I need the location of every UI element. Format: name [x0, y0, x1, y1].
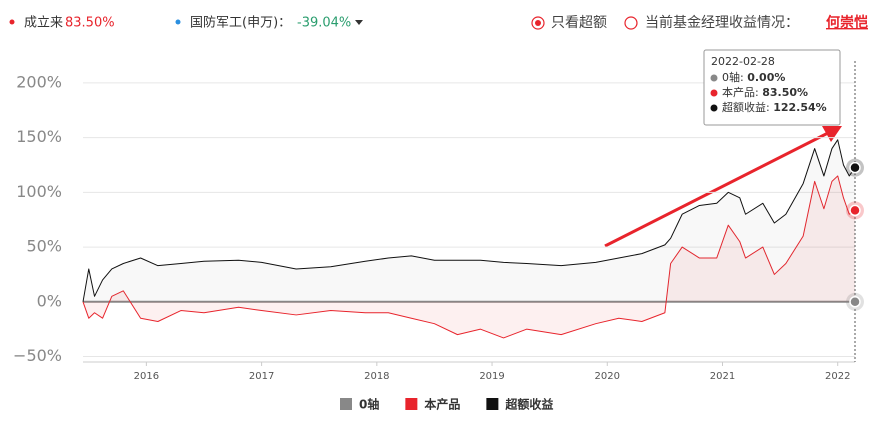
tooltip-dot: [710, 104, 718, 112]
x-tick-label: 2021: [710, 371, 735, 382]
tooltip-value: 122.54%: [773, 101, 826, 114]
since-value: 83.50%: [65, 16, 115, 31]
x-tick-label: 2022: [825, 371, 850, 382]
area-fill: [83, 175, 855, 338]
area-fill: [83, 139, 855, 302]
x-tick-label: 2016: [134, 371, 159, 382]
tooltip-name: 超额收益: [722, 100, 766, 114]
radio[interactable]: [531, 16, 545, 30]
y-tick-label: −50%: [13, 346, 62, 365]
tooltip-item: 本产品: 83.50%: [722, 85, 808, 99]
radio-dot: [535, 20, 541, 26]
tooltip-value: 83.50%: [762, 86, 808, 99]
annotation-arrow: [604, 131, 829, 248]
tooltip-item: 超额收益: 122.54%: [722, 100, 827, 114]
x-tick-label: 2017: [249, 371, 274, 382]
tooltip-value: 0.00%: [747, 71, 785, 84]
sep: :: [740, 71, 747, 84]
index-label: 国防军工(申万)：: [190, 15, 291, 31]
sep: :: [755, 86, 762, 99]
arrow-head: [822, 126, 842, 142]
legend-label: 0轴: [359, 397, 379, 412]
radio[interactable]: [624, 16, 638, 30]
legend-swatch: [486, 398, 499, 410]
y-tick-label: 0%: [37, 291, 62, 310]
tooltip-date: 2022-02-28: [711, 55, 775, 68]
series-line: [82, 175, 856, 339]
series-line: [82, 139, 856, 302]
dot: [9, 19, 15, 25]
legend-label: 本产品: [424, 397, 460, 412]
y-tick-label: 100%: [16, 182, 62, 201]
y-tick-label: 50%: [26, 237, 62, 256]
tooltip-box: [703, 49, 841, 126]
x-tick-label: 2020: [595, 371, 620, 382]
legend-label: 超额收益: [504, 397, 553, 412]
legend-swatch: [405, 398, 418, 410]
y-tick-label: 150%: [16, 127, 62, 146]
x-tick-label: 2018: [364, 371, 389, 382]
tooltip-item: 0轴: 0.00%: [722, 70, 785, 84]
end-point: [849, 204, 861, 217]
manager-label: 当前基金经理收益情况：: [645, 14, 799, 31]
y-tick-label: 200%: [16, 72, 62, 91]
since-label: 成立来: [24, 16, 63, 31]
index-value: -39.04%: [297, 16, 351, 31]
manager-name[interactable]: 何崇恺: [826, 14, 868, 31]
legend-swatch: [340, 398, 352, 410]
end-point: [849, 296, 861, 308]
sep: :: [766, 101, 773, 114]
end-point: [849, 161, 861, 174]
tooltip-name: 本产品: [722, 85, 755, 99]
caret[interactable]: [355, 20, 363, 25]
tooltip-name: 0轴: [722, 70, 740, 84]
tooltip-dot: [710, 89, 718, 97]
tooltip-dot: [710, 74, 718, 82]
only-excess[interactable]: 只看超额: [551, 15, 607, 31]
x-tick-label: 2019: [479, 371, 504, 382]
dot: [175, 19, 181, 25]
